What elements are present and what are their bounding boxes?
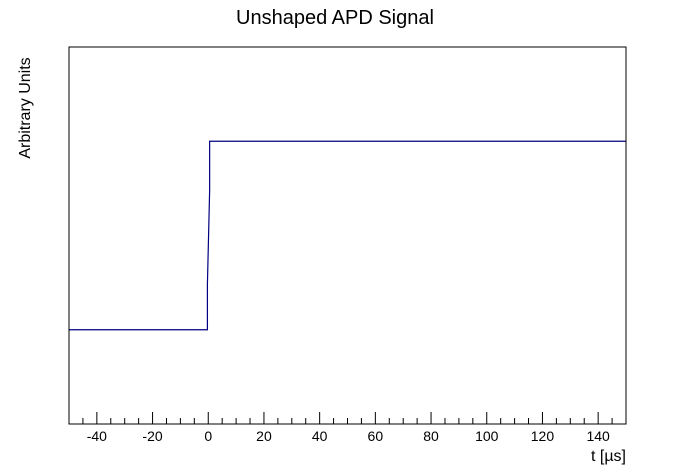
x-tick-label: 20 <box>256 428 272 444</box>
x-tick-label: -20 <box>142 428 162 444</box>
x-axis-ticks: -40 -20 0 20 40 60 80 100 120 140 <box>68 412 627 444</box>
x-axis-label: t [µs] <box>591 448 626 465</box>
plot-series <box>69 140 626 331</box>
signal-line <box>69 140 626 331</box>
x-tick-label: 80 <box>423 428 439 444</box>
x-tick-label: -40 <box>87 428 107 444</box>
y-axis-label: Arbitrary Units <box>17 57 34 158</box>
x-tick-label: 140 <box>586 428 610 444</box>
x-tick-label: 60 <box>368 428 384 444</box>
plot-frame <box>68 46 627 425</box>
x-tick-label: 120 <box>531 428 555 444</box>
chart-title: Unshaped APD Signal <box>236 7 434 29</box>
x-tick-label: 100 <box>475 428 499 444</box>
x-tick-label: 0 <box>204 428 212 444</box>
x-tick-label: 40 <box>312 428 328 444</box>
